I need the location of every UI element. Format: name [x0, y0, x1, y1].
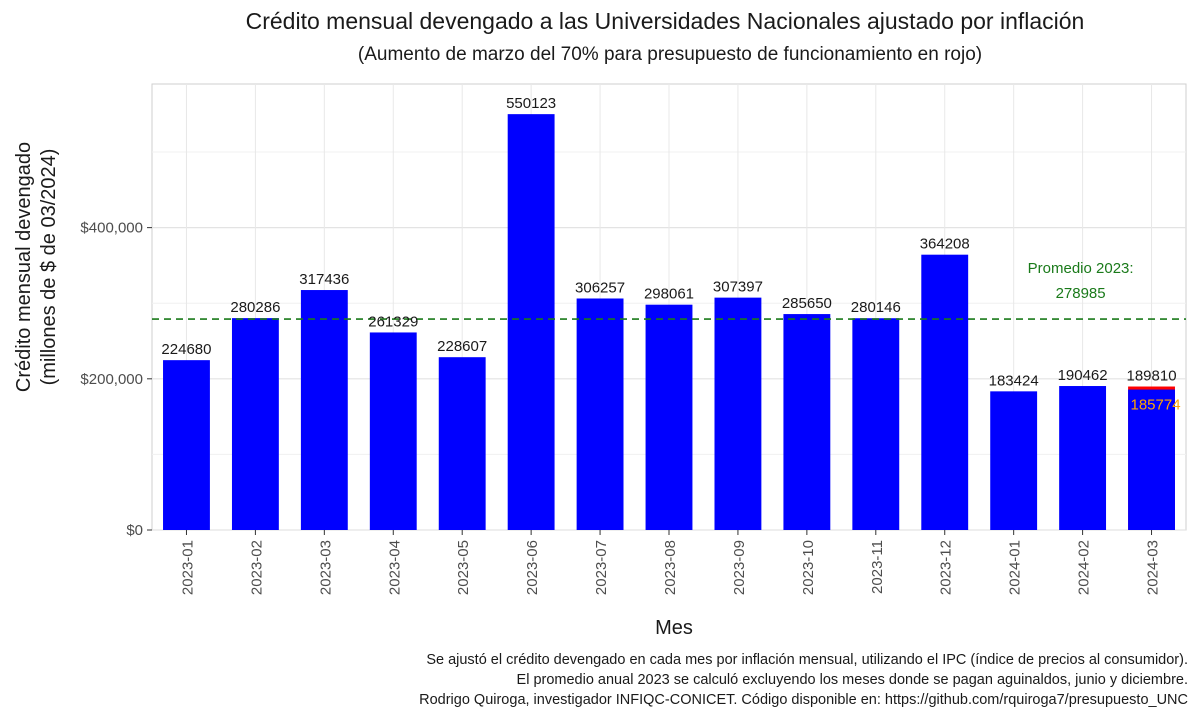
data-label: 224680 — [161, 341, 211, 358]
x-tick-label: 2023-02 — [248, 540, 265, 595]
y-axis-title-line-2: (millones de $ de 03/2024) — [38, 149, 60, 386]
bar — [990, 391, 1038, 530]
bar — [300, 290, 348, 530]
bar — [852, 318, 900, 530]
caption: Se ajustó el crédito devengado en cada m… — [419, 650, 1188, 710]
data-label: 306257 — [575, 279, 625, 296]
data-label: 261329 — [368, 313, 418, 330]
bar — [438, 357, 486, 530]
bar — [783, 314, 831, 530]
data-label: 189810 — [1127, 368, 1177, 385]
average-label: Promedio 2023: — [1028, 260, 1134, 277]
x-tick-label: 2024-01 — [1007, 540, 1024, 595]
bar — [369, 332, 417, 530]
x-tick-label: 2023-04 — [386, 540, 403, 595]
caption-line-3: Rodrigo Quiroga, investigador INFIQC-CON… — [419, 692, 1188, 708]
chart-title: Crédito mensual devengado a las Universi… — [245, 8, 1085, 34]
data-label: 280286 — [230, 299, 280, 316]
bar — [714, 297, 762, 530]
y-tick-label: $200,000 — [80, 371, 143, 388]
data-label: 364208 — [920, 236, 970, 253]
bar — [1128, 389, 1175, 530]
x-tick-label: 2023-09 — [731, 540, 748, 595]
x-tick-label: 2023-12 — [938, 540, 955, 595]
data-label: 190462 — [1058, 367, 1108, 384]
chart-subtitle: (Aumento de marzo del 70% para presupues… — [357, 44, 983, 65]
x-tick-label: 2023-10 — [800, 540, 817, 595]
y-axis-title-line-1: Crédito mensual devengado — [13, 142, 35, 392]
x-tick-label: 2023-03 — [317, 540, 334, 595]
data-label-base: 185774 — [1131, 397, 1181, 414]
bar — [1059, 386, 1107, 530]
data-label: 183424 — [989, 372, 1039, 389]
bar — [231, 318, 279, 530]
caption-line-1: Se ajustó el crédito devengado en cada m… — [426, 652, 1188, 668]
x-tick-label: 2023-06 — [524, 540, 541, 595]
data-label: 285650 — [782, 295, 832, 312]
y-tick-label: $400,000 — [80, 220, 143, 237]
x-tick-label: 2023-01 — [179, 540, 196, 595]
x-tick-label: 2023-11 — [869, 540, 886, 594]
bar — [163, 360, 210, 530]
x-tick-label: 2024-03 — [1145, 540, 1162, 595]
y-tick-label: $0 — [126, 522, 143, 539]
data-label: 307397 — [713, 279, 763, 296]
data-label: 280146 — [851, 299, 901, 316]
average-value: 278985 — [1056, 285, 1106, 302]
data-label: 550123 — [506, 95, 556, 112]
caption-line-2: El promedio anual 2023 se calculó excluy… — [516, 672, 1188, 688]
x-axis-title: Mes — [655, 617, 693, 639]
bar — [507, 114, 555, 530]
data-label: 228607 — [437, 338, 487, 355]
x-tick-label: 2023-05 — [455, 540, 472, 595]
x-tick-label: 2023-07 — [593, 540, 610, 595]
data-label: 317436 — [299, 271, 349, 288]
data-label: 298061 — [644, 286, 694, 303]
x-tick-label: 2023-08 — [662, 540, 679, 595]
x-tick-label: 2024-02 — [1076, 540, 1093, 595]
bar — [921, 254, 969, 530]
bar — [645, 304, 693, 530]
bar — [576, 298, 624, 530]
